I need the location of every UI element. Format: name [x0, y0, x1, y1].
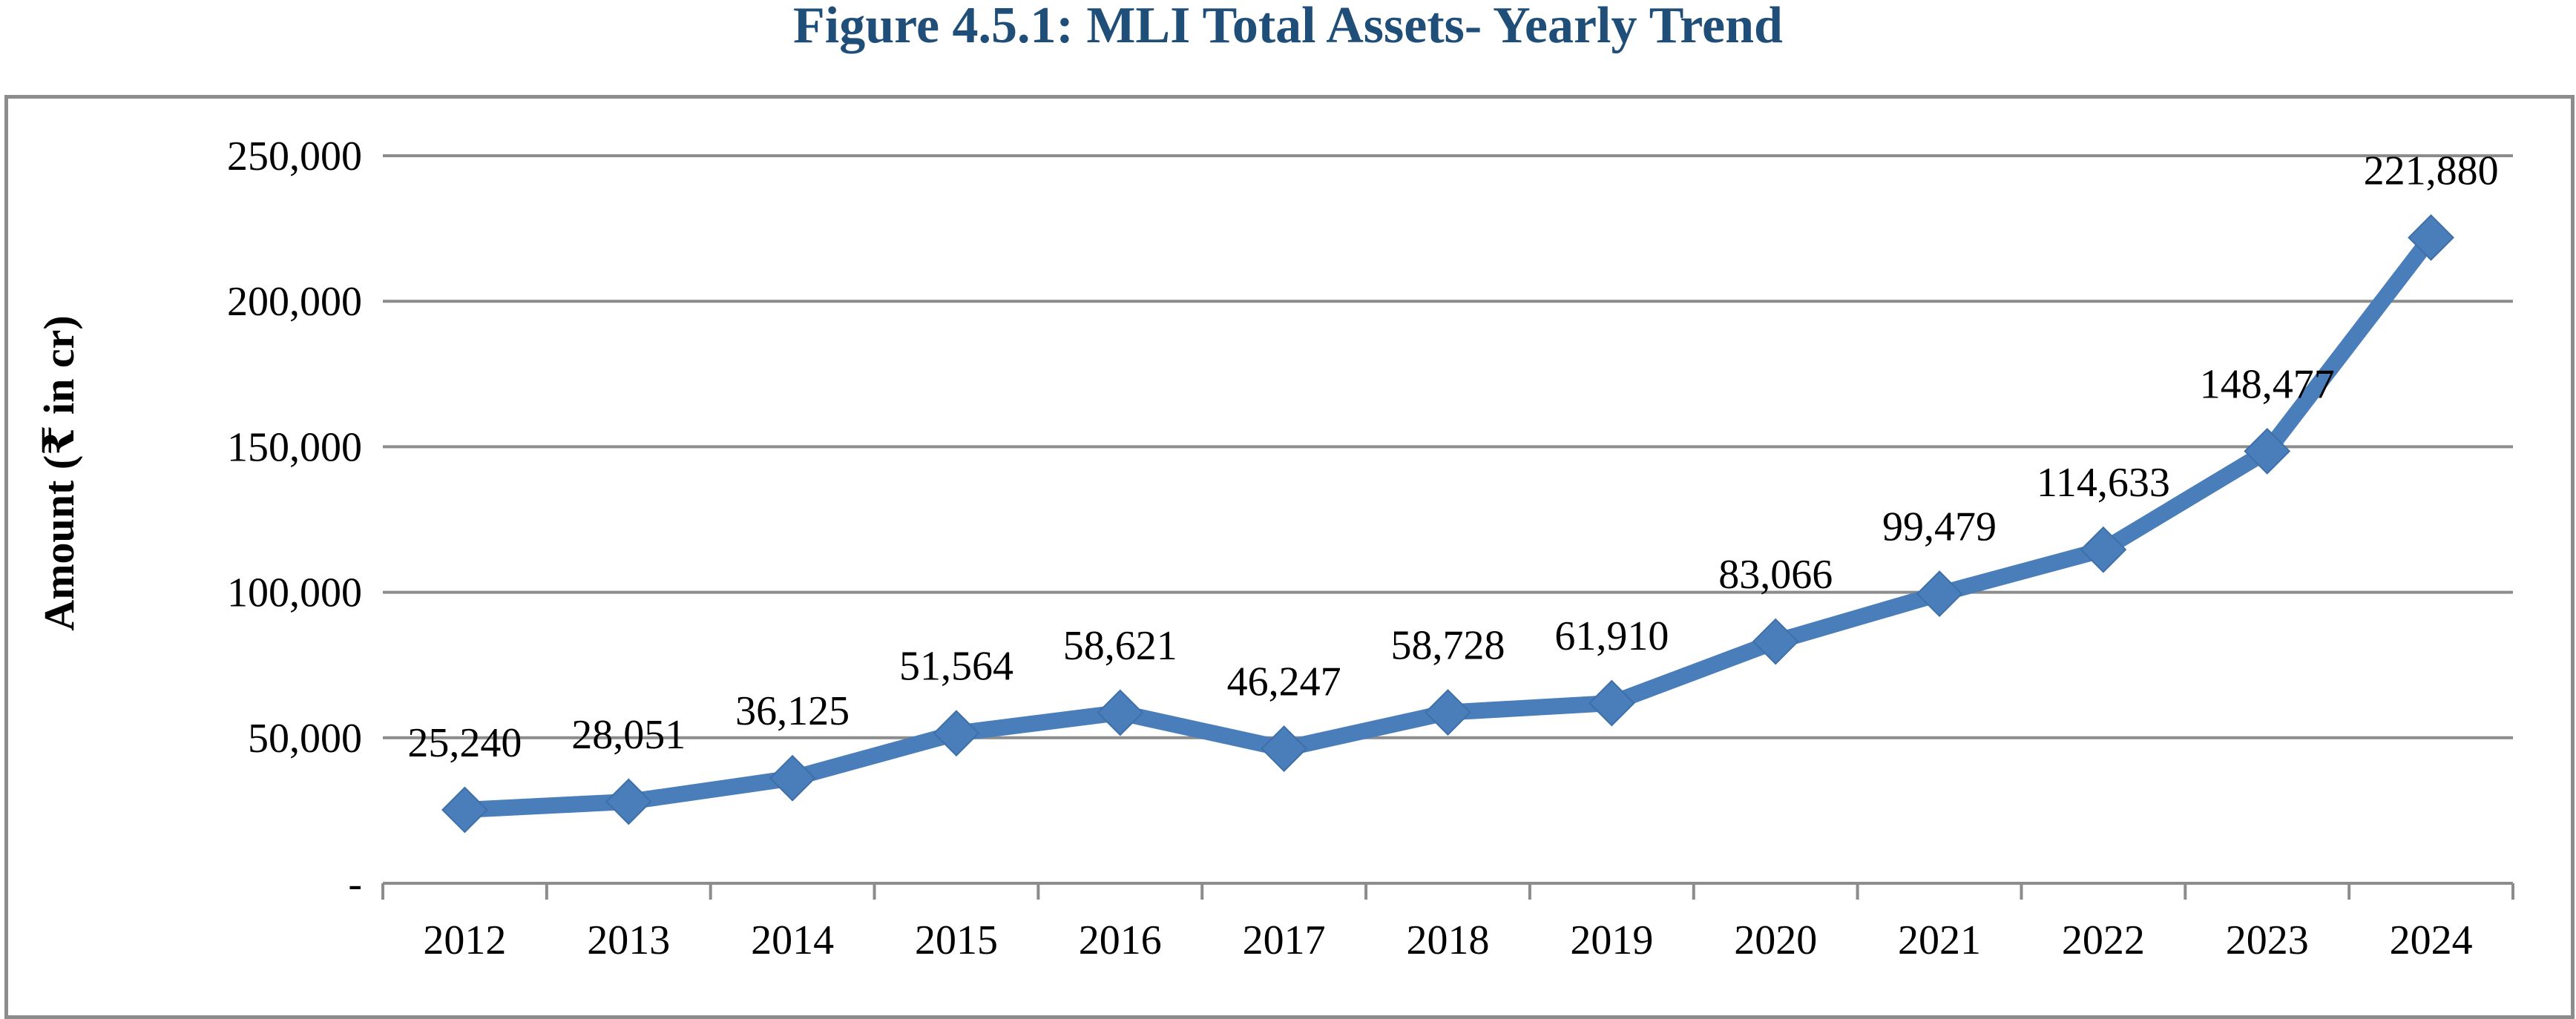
- gridlines: [383, 154, 2513, 739]
- data-point: [605, 778, 652, 825]
- x-tick-label: 2021: [1898, 917, 1981, 963]
- x-tick-label: 2013: [587, 917, 670, 963]
- data-label: 114,633: [2037, 460, 2170, 506]
- data-label: 221,880: [2364, 148, 2499, 194]
- data-label: 25,240: [407, 720, 522, 766]
- x-tick-label: 2022: [2062, 917, 2145, 963]
- data-point: [1425, 689, 1471, 736]
- y-tick-label: 100,000: [227, 570, 362, 616]
- data-point: [2244, 427, 2291, 475]
- data-label: 148,477: [2200, 361, 2335, 407]
- data-label: 58,728: [1391, 623, 1505, 669]
- data-label: 83,066: [1718, 552, 1833, 598]
- x-tick-label: 2015: [915, 917, 998, 963]
- y-axis-title: Amount (₹ in cr): [35, 315, 83, 630]
- x-tick-label: 2016: [1079, 917, 1162, 963]
- data-label: 61,910: [1554, 613, 1669, 659]
- data-point: [1097, 689, 1144, 736]
- y-tick-label: 150,000: [227, 424, 362, 470]
- data-point: [1752, 618, 1799, 665]
- data-point: [1916, 570, 1963, 618]
- x-axis-tick-labels: 2012 2013 2014 2015 2016 2017 2018 2019 2020 2021…: [423, 917, 2472, 963]
- x-tick-label: 2018: [1407, 917, 1490, 963]
- y-axis-tick-labels: - 50,000 100,000 150,000 200,000 250,000: [227, 133, 362, 907]
- data-point: [1588, 679, 1635, 727]
- data-label: 28,051: [571, 712, 686, 758]
- y-tick-label: -: [348, 861, 362, 907]
- data-point: [441, 786, 488, 834]
- x-tick-label: 2017: [1243, 917, 1326, 963]
- line-chart: - 50,000 100,000 150,000 200,000 250,000 2012…: [35, 133, 2514, 963]
- data-point: [769, 754, 816, 802]
- x-tick-label: 2019: [1570, 917, 1653, 963]
- data-label: 51,564: [899, 644, 1013, 690]
- data-point: [1261, 725, 1308, 772]
- data-point: [2408, 214, 2454, 261]
- data-point: [2080, 526, 2127, 573]
- x-tick-label: 2023: [2226, 917, 2309, 963]
- chart-title: Figure 4.5.1: MLI Total Assets- Yearly T…: [793, 0, 1783, 54]
- data-label: 58,621: [1063, 623, 1177, 669]
- x-axis: [381, 882, 2514, 900]
- data-label: 36,125: [735, 688, 850, 734]
- data-labels: 25,240 28,051 36,125 51,564 58,621 46,247 58,7…: [407, 148, 2498, 766]
- chart-frame: - 50,000 100,000 150,000 200,000 250,000 2012…: [4, 95, 2575, 1019]
- data-label: 99,479: [1882, 504, 1997, 550]
- y-tick-label: 250,000: [227, 133, 362, 179]
- x-tick-label: 2024: [2390, 917, 2473, 963]
- data-point: [933, 710, 980, 757]
- y-tick-label: 50,000: [248, 716, 362, 762]
- x-tick-label: 2012: [423, 917, 506, 963]
- x-tick-label: 2020: [1734, 917, 1817, 963]
- x-tick-label: 2014: [751, 917, 834, 963]
- data-label: 46,247: [1227, 659, 1341, 705]
- y-tick-label: 200,000: [227, 279, 362, 325]
- series-markers: [441, 214, 2454, 834]
